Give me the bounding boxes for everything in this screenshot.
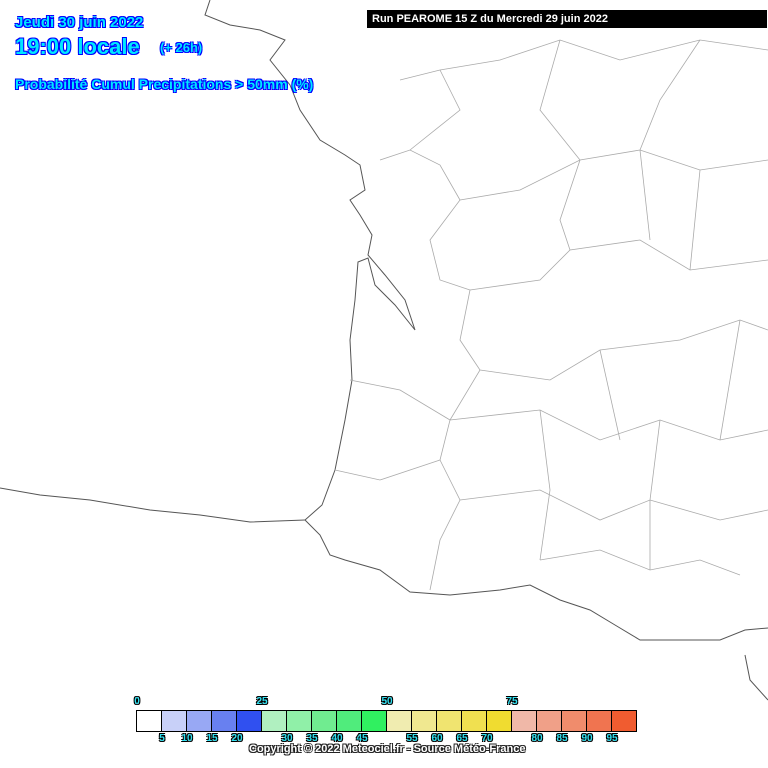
scale-cell (612, 711, 636, 731)
scale-cell (362, 711, 387, 731)
scale-cell (337, 711, 362, 731)
scale-cell (312, 711, 337, 731)
scale-label-bottom: 95 (606, 733, 618, 744)
scale-label-bottom: 65 (456, 733, 468, 744)
scale-label-top: 0 (134, 696, 140, 707)
med-coast (744, 654, 768, 701)
scale-label-bottom: 80 (531, 733, 543, 744)
scale-cell (187, 711, 212, 731)
scale-cell (162, 711, 187, 731)
color-scale (136, 710, 637, 732)
coastline (204, 0, 768, 641)
scale-label-top: 25 (256, 696, 268, 707)
scale-label-bottom: 35 (306, 733, 318, 744)
scale-label-bottom: 60 (431, 733, 443, 744)
scale-label-bottom: 5 (159, 733, 165, 744)
scale-label-bottom: 45 (356, 733, 368, 744)
scale-cell (137, 711, 162, 731)
scale-cell (537, 711, 562, 731)
scale-label-bottom: 90 (581, 733, 593, 744)
scale-label-bottom: 85 (556, 733, 568, 744)
scale-cell (437, 711, 462, 731)
scale-cell (562, 711, 587, 731)
scale-cell (287, 711, 312, 731)
scale-label-top: 50 (381, 696, 393, 707)
copyright: Copyright © 2022 Meteociel.fr - Source M… (249, 743, 526, 755)
scale-cell (387, 711, 412, 731)
scale-label-bottom: 15 (206, 733, 218, 744)
scale-cell (512, 711, 537, 731)
scale-label-bottom: 10 (181, 733, 193, 744)
scale-cell (262, 711, 287, 731)
run-banner: Run PEAROME 15 Z du Mercredi 29 juin 202… (367, 10, 767, 28)
scale-cell (587, 711, 612, 731)
scale-cell (487, 711, 512, 731)
scale-label-top: 75 (506, 696, 518, 707)
scale-label-bottom: 70 (481, 733, 493, 744)
product-title: Probabilité Cumul Precipitations > 50mm … (15, 76, 314, 92)
spain-border (0, 487, 306, 523)
scale-cell (412, 711, 437, 731)
forecast-date: Jeudi 30 juin 2022 (15, 14, 144, 31)
scale-label-bottom: 55 (406, 733, 418, 744)
scale-label-bottom: 40 (331, 733, 343, 744)
scale-label-bottom: 30 (281, 733, 293, 744)
scale-cell (212, 711, 237, 731)
forecast-time: 19:00 locale (15, 34, 140, 59)
department-borders (334, 39, 768, 591)
scale-cell (462, 711, 487, 731)
scale-cell (237, 711, 262, 731)
scale-label-bottom: 20 (231, 733, 243, 744)
lead-time: (+ 26h) (160, 40, 203, 55)
